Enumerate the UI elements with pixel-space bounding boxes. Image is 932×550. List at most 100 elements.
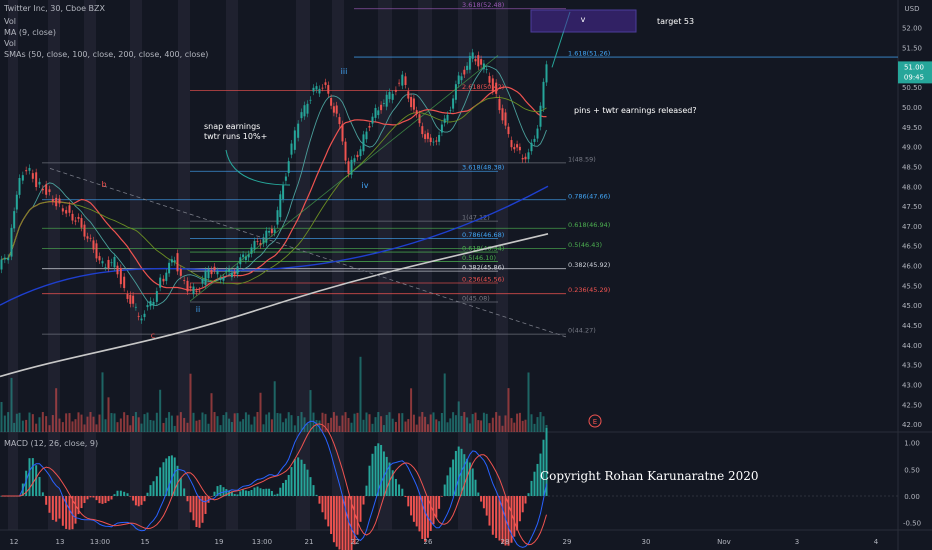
volume-bar-28 [89, 412, 92, 432]
study-vol-2[interactable]: Vol [4, 39, 16, 48]
volume-bar-5 [15, 413, 18, 432]
volume-bar-80 [244, 412, 247, 432]
volume-bar-26 [83, 424, 86, 432]
macd-hist-63 [195, 496, 198, 528]
macd-hist-180 [536, 463, 539, 496]
candle-body-95 [287, 161, 290, 174]
volume-bar-164 [488, 423, 491, 432]
volume-bar-131 [394, 421, 397, 432]
price-tick-8: 48.00 [902, 183, 922, 191]
volume-bar-137 [412, 414, 415, 432]
macd-tick-1: 0.50 [904, 466, 920, 474]
candle-body-6 [18, 177, 21, 195]
macd-hist-70 [216, 486, 219, 496]
volume-bar-160 [477, 420, 480, 432]
volume-bar-112 [338, 425, 341, 432]
volume-bar-82 [250, 424, 253, 432]
volume-bar-155 [463, 412, 466, 432]
candle-body-18 [58, 198, 61, 204]
candle-body-127 [382, 102, 385, 104]
macd-hist-34 [107, 496, 110, 502]
volume-bar-123 [371, 423, 374, 432]
macd-hist-181 [539, 453, 542, 496]
volume-bar-103 [312, 412, 315, 432]
fib-label-7: 0.786(46.68) [462, 231, 504, 239]
candle-body-151 [452, 98, 455, 109]
candle-body-136 [410, 97, 413, 108]
volume-bar-163 [485, 413, 488, 432]
candle-body-16 [51, 198, 54, 202]
study-ma[interactable]: MA (9, close) [4, 28, 56, 37]
volume-bar-41 [129, 425, 132, 432]
volume-bar-67 [207, 423, 210, 432]
volume-bar-129 [388, 412, 391, 432]
candle-body-81 [247, 254, 250, 258]
macd-title[interactable]: MACD (12, 26, close, 9) [4, 439, 99, 448]
fib-label-14: 0.236(45.29) [568, 286, 610, 294]
study-smas[interactable]: SMAs (50, close, 100, close, 200, close,… [4, 50, 209, 59]
x-tick-9: 28 [501, 538, 510, 546]
macd-hist-172 [513, 496, 516, 537]
volume-bar-81 [247, 414, 250, 432]
volume-bar-152 [454, 415, 457, 432]
macd-hist-60 [186, 496, 189, 502]
macd-hist-141 [424, 496, 427, 542]
macd-hist-143 [429, 496, 432, 531]
study-vol[interactable]: Vol [4, 17, 16, 26]
macd-hist-12 [38, 476, 41, 496]
candle-body-134 [404, 76, 407, 85]
volume-bar-50 [155, 412, 158, 432]
price-tick-19: 42.50 [902, 401, 922, 409]
x-tick-2: 13:00 [90, 538, 110, 546]
session-band-4 [178, 0, 190, 530]
macd-hist-56 [173, 457, 176, 496]
macd-hist-179 [533, 471, 536, 496]
candle-body-182 [542, 81, 545, 109]
axes: 52.00 51.50 51.00 50.50 50.00 49.50 49.00 48.50… [10, 5, 932, 546]
macd-hist-76 [233, 494, 236, 496]
macd-hist-49 [152, 481, 155, 496]
candle-body-19 [61, 208, 64, 212]
candle-body-100 [303, 105, 306, 117]
macd-hist-113 [341, 496, 344, 550]
volume-bar-10 [31, 414, 34, 432]
candle-body-5 [15, 194, 18, 210]
candle-body-8 [25, 170, 28, 172]
candle-body-150 [449, 110, 452, 111]
macd-hist-95 [287, 474, 290, 496]
currency-label: USD [905, 5, 920, 13]
candle-body-48 [149, 300, 152, 307]
volume-bar-14 [45, 416, 48, 432]
volume-bar-139 [418, 416, 421, 432]
volume-bar-24 [77, 412, 80, 432]
volume-bar-12 [38, 417, 41, 432]
candle-body-33 [104, 267, 107, 269]
session-band-6 [296, 0, 310, 530]
candle-body-166 [495, 82, 498, 94]
volume-bar-11 [35, 423, 38, 432]
candle-body-152 [454, 84, 457, 100]
macd-hist-30 [95, 496, 98, 501]
volume-bar-125 [377, 412, 380, 432]
volume-bar-162 [482, 412, 485, 432]
volume-bar-140 [421, 412, 424, 432]
volume-bar-150 [449, 418, 452, 432]
volume-bar-161 [480, 420, 483, 432]
macd-hist-140 [421, 496, 424, 539]
macd-hist-87 [265, 488, 268, 496]
volume-bar-65 [201, 412, 204, 432]
macd-hist-93 [282, 483, 285, 496]
volume-bar-45 [140, 423, 143, 432]
candle-body-153 [457, 75, 460, 84]
volume-bar-83 [253, 416, 256, 432]
macd-hist-133 [401, 488, 404, 496]
volume-bar-68 [210, 393, 213, 432]
volume-bar-66 [204, 414, 207, 432]
candle-body-71 [219, 278, 222, 281]
symbol-title[interactable]: Twitter Inc, 30, Cboe BZX [4, 4, 106, 13]
macd-hist-171 [510, 496, 513, 543]
volume-bar-35 [110, 413, 113, 432]
fib-label-3: 3.618(48.38) [462, 164, 504, 172]
macd-hist-112 [338, 496, 341, 550]
